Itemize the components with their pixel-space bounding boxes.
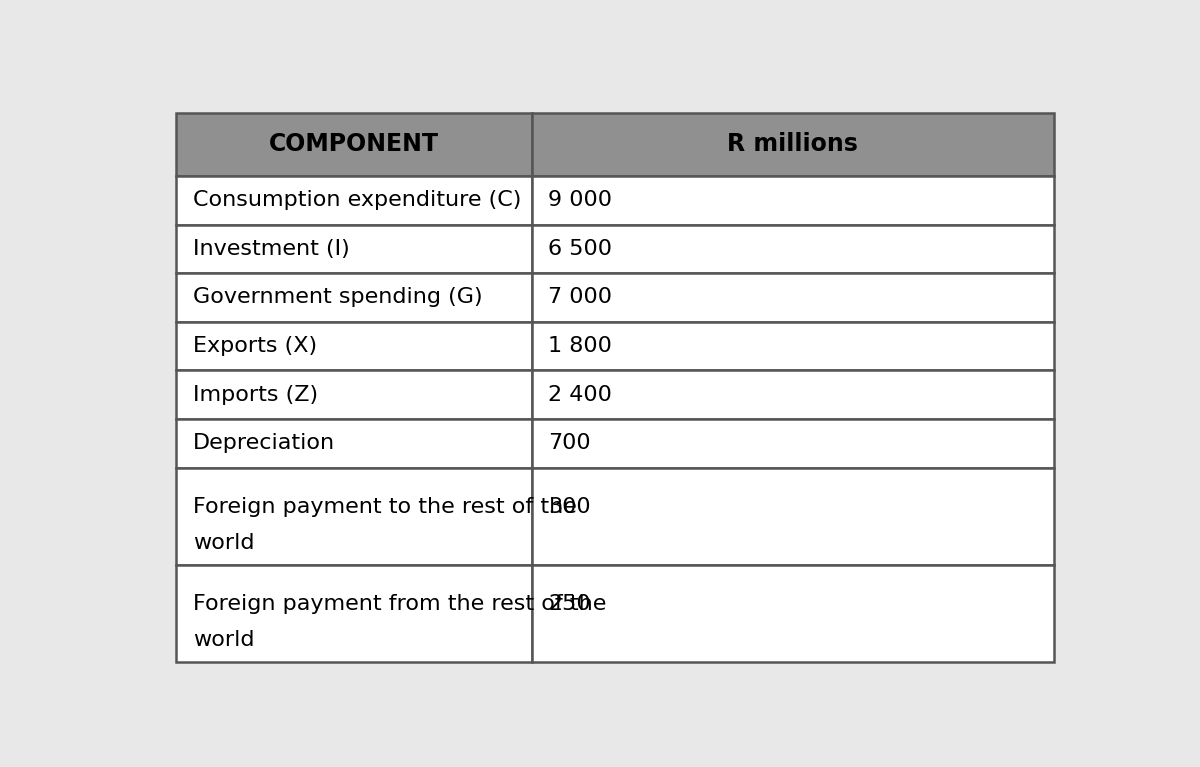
Bar — [532, 273, 1054, 321]
Bar — [176, 468, 532, 565]
Text: 2 400: 2 400 — [548, 384, 612, 405]
Text: 300: 300 — [548, 497, 590, 517]
Text: Depreciation: Depreciation — [193, 433, 335, 453]
Text: Foreign payment to the rest of the
world: Foreign payment to the rest of the world — [193, 497, 577, 553]
Text: 9 000: 9 000 — [548, 190, 612, 210]
Text: Exports (X): Exports (X) — [193, 336, 317, 356]
Text: 700: 700 — [548, 433, 590, 453]
Bar — [176, 565, 532, 662]
Text: 7 000: 7 000 — [548, 288, 612, 308]
Text: Imports (Z): Imports (Z) — [193, 384, 318, 405]
Bar — [176, 321, 532, 370]
Bar — [532, 225, 1054, 273]
Bar — [176, 176, 532, 225]
Bar — [532, 321, 1054, 370]
Bar — [176, 225, 532, 273]
Text: 1 800: 1 800 — [548, 336, 612, 356]
Bar — [532, 419, 1054, 468]
Text: R millions: R millions — [727, 132, 858, 156]
Bar — [176, 113, 532, 176]
Text: Consumption expenditure (C): Consumption expenditure (C) — [193, 190, 521, 210]
Bar — [176, 370, 532, 419]
Text: 250: 250 — [548, 594, 590, 614]
Bar — [176, 419, 532, 468]
Text: Foreign payment from the rest of the
world: Foreign payment from the rest of the wor… — [193, 594, 606, 650]
Text: COMPONENT: COMPONENT — [269, 132, 439, 156]
Bar — [532, 370, 1054, 419]
Bar — [176, 273, 532, 321]
Bar — [532, 113, 1054, 176]
Bar — [532, 468, 1054, 565]
Text: 6 500: 6 500 — [548, 239, 612, 258]
Bar — [532, 176, 1054, 225]
Text: Investment (I): Investment (I) — [193, 239, 349, 258]
Text: Government spending (G): Government spending (G) — [193, 288, 482, 308]
Bar — [532, 565, 1054, 662]
